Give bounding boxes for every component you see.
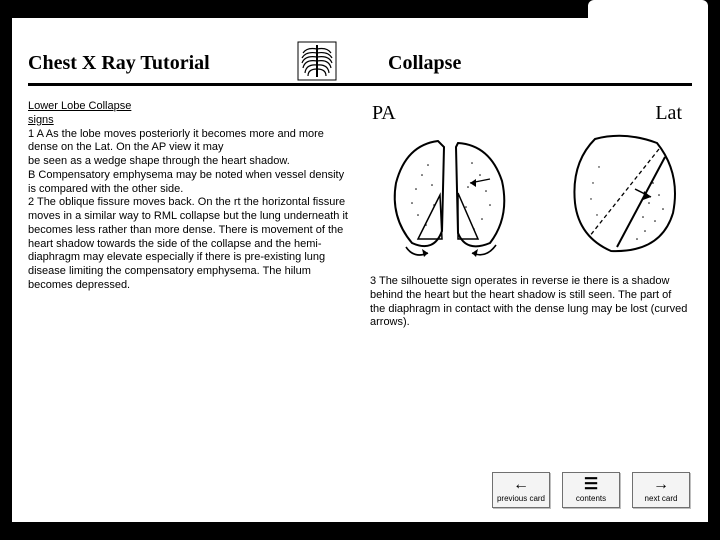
arrow-right-icon: → — [653, 477, 669, 493]
right-column: PA Lat — [370, 100, 692, 514]
right-body-text: 3 The silhouette sign operates in revers… — [370, 275, 692, 330]
previous-card-button[interactable]: ← previous card — [492, 472, 550, 508]
tab-notch — [588, 0, 708, 22]
lung-collapse-figure — [370, 131, 692, 261]
label-lat: Lat — [655, 102, 682, 125]
previous-card-label: previous card — [497, 495, 545, 503]
page-title-left: Chest X Ray Tutorial — [28, 52, 210, 75]
ribcage-icon — [296, 40, 338, 82]
page-title-right: Collapse — [388, 52, 461, 75]
contents-label: contents — [576, 495, 606, 503]
next-card-label: next card — [645, 495, 678, 503]
body: Lower Lobe Collapse signs 1 A As the lob… — [28, 100, 692, 514]
subtitle-line-2: signs — [28, 114, 350, 128]
menu-icon: ☰ — [584, 477, 598, 493]
next-card-button[interactable]: → next card — [632, 472, 690, 508]
left-column: Lower Lobe Collapse signs 1 A As the lob… — [28, 100, 350, 514]
contents-button[interactable]: ☰ contents — [562, 472, 620, 508]
left-body-text: 1 A As the lobe moves posteriorly it bec… — [28, 128, 350, 293]
page: Chest X Ray Tutorial Collapse — [12, 18, 708, 522]
arrow-left-icon: ← — [513, 477, 529, 493]
header: Chest X Ray Tutorial Collapse — [28, 44, 692, 86]
nav-bar: ← previous card ☰ contents → next card — [492, 472, 690, 508]
subtitle-line-1: Lower Lobe Collapse — [28, 100, 350, 114]
view-labels: PA Lat — [370, 100, 692, 125]
label-pa: PA — [372, 102, 396, 125]
